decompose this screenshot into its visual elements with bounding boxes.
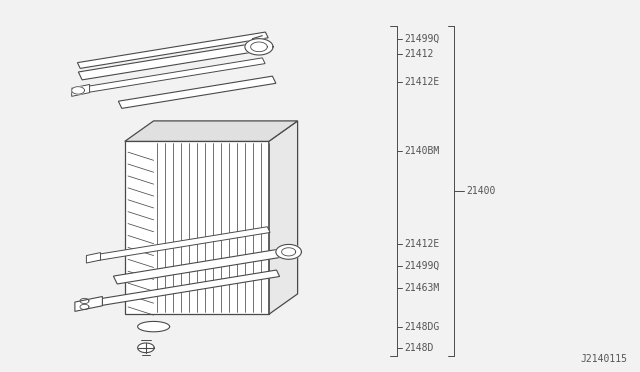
Polygon shape	[81, 58, 265, 93]
Polygon shape	[138, 321, 170, 332]
Polygon shape	[77, 32, 268, 68]
Polygon shape	[113, 248, 290, 284]
Polygon shape	[72, 87, 84, 94]
Polygon shape	[138, 343, 154, 353]
Text: 2148D: 2148D	[404, 343, 434, 353]
Polygon shape	[78, 43, 261, 80]
Polygon shape	[72, 84, 90, 96]
Text: 2140BM: 2140BM	[404, 146, 440, 155]
Text: 21499Q: 21499Q	[404, 261, 440, 271]
Polygon shape	[125, 121, 298, 141]
Polygon shape	[276, 244, 301, 259]
Polygon shape	[92, 270, 280, 307]
Text: 21412: 21412	[404, 49, 434, 59]
Polygon shape	[95, 227, 270, 260]
Text: 21412E: 21412E	[404, 77, 440, 87]
Text: 21463M: 21463M	[404, 283, 440, 293]
Text: 2148DG: 2148DG	[404, 323, 440, 332]
Polygon shape	[125, 141, 269, 314]
Polygon shape	[245, 39, 273, 55]
Text: 21499Q: 21499Q	[404, 34, 440, 44]
Polygon shape	[118, 76, 276, 108]
Text: J2140115: J2140115	[580, 354, 627, 364]
Polygon shape	[86, 253, 100, 263]
Text: 21400: 21400	[466, 186, 495, 196]
Polygon shape	[269, 121, 298, 314]
Polygon shape	[75, 296, 102, 311]
Text: 21412E: 21412E	[404, 239, 440, 248]
